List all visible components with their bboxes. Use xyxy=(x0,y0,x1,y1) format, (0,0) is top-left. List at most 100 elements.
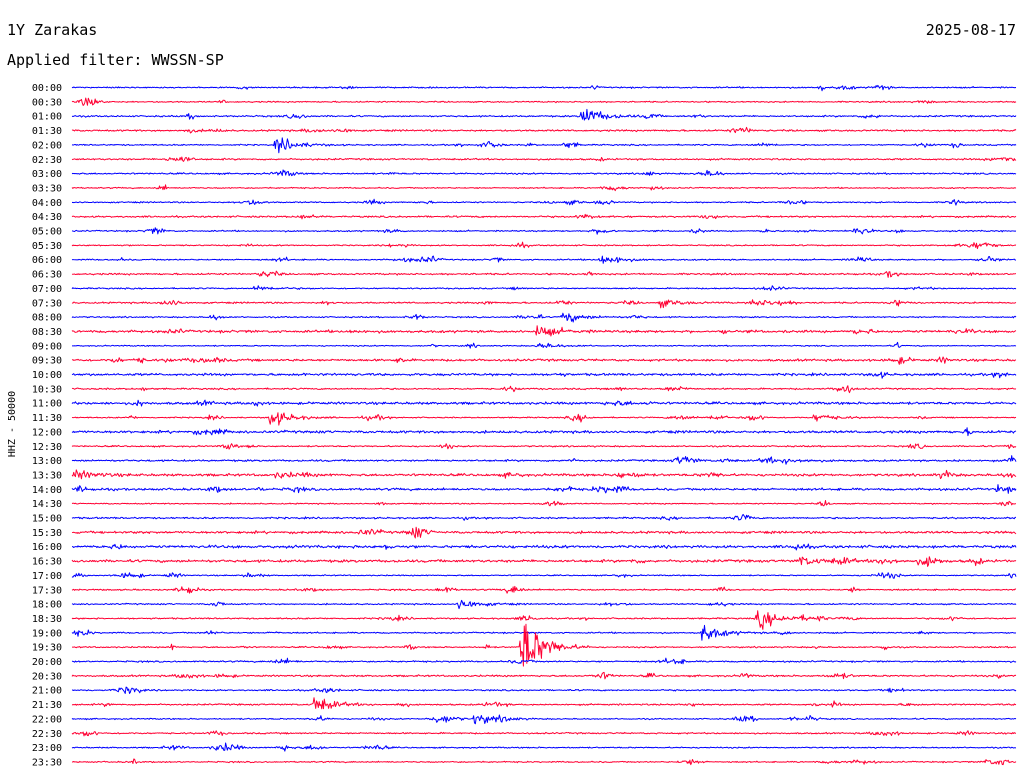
trace-row-1900 xyxy=(71,624,1017,641)
trace-row-2330 xyxy=(71,758,1017,766)
trace-row-0200 xyxy=(71,137,1017,154)
trace-row-2030 xyxy=(71,671,1017,680)
trace-row-0500 xyxy=(71,227,1017,235)
row-time-label: 14:00 xyxy=(32,485,62,496)
row-time-label: 23:00 xyxy=(32,743,62,754)
row-time-label: 07:30 xyxy=(32,298,62,309)
row-time-label: 18:30 xyxy=(32,614,62,625)
trace-row-0400 xyxy=(71,198,1017,206)
row-time-label: 14:30 xyxy=(32,499,62,510)
trace-row-1530 xyxy=(71,526,1017,539)
date-label: 2025-08-17 xyxy=(925,21,1016,39)
row-time-label: 23:30 xyxy=(32,757,62,768)
row-time-label: 21:00 xyxy=(32,686,62,697)
trace-row-1630 xyxy=(71,556,1017,567)
row-time-label: 03:30 xyxy=(32,183,62,194)
trace-row-0900 xyxy=(71,341,1017,349)
trace-row-0530 xyxy=(71,241,1017,250)
trace-row-2230 xyxy=(71,730,1017,737)
trace-row-2000 xyxy=(71,657,1017,665)
row-time-label: 02:00 xyxy=(32,140,62,151)
trace-row-0130 xyxy=(71,126,1017,134)
row-time-label: 06:00 xyxy=(32,255,62,266)
row-time-label: 09:00 xyxy=(32,341,62,352)
row-time-label: 20:00 xyxy=(32,657,62,668)
trace-row-0000 xyxy=(71,84,1017,92)
row-time-label: 05:00 xyxy=(32,227,62,238)
row-time-label: 01:00 xyxy=(32,112,62,123)
row-time-labels: 00:00 00:30 01:00 01:30 02:00 02:30 03:00 03:30… xyxy=(32,83,62,768)
row-time-label: 18:00 xyxy=(32,600,62,611)
trace-row-1430 xyxy=(71,500,1017,507)
trace-row-0300 xyxy=(71,169,1017,177)
row-time-label: 00:30 xyxy=(32,97,62,108)
row-time-label: 01:30 xyxy=(32,126,62,137)
trace-row-1600 xyxy=(71,543,1017,551)
row-time-label: 16:00 xyxy=(32,542,62,553)
row-time-label: 12:30 xyxy=(32,442,62,453)
row-time-label: 05:30 xyxy=(32,241,62,252)
row-time-label: 06:30 xyxy=(32,270,62,281)
trace-row-1000 xyxy=(71,371,1017,379)
row-time-label: 19:30 xyxy=(32,643,62,654)
row-time-label: 10:00 xyxy=(32,370,62,381)
trace-row-2300 xyxy=(71,742,1017,752)
station-title: 1Y Zarakas xyxy=(7,21,98,39)
trace-row-1130 xyxy=(71,412,1017,426)
row-time-label: 22:00 xyxy=(32,714,62,725)
trace-row-0030 xyxy=(71,97,1017,106)
trace-row-0430 xyxy=(71,213,1017,220)
trace-row-0230 xyxy=(71,156,1017,162)
trace-row-0330 xyxy=(71,184,1017,192)
row-time-label: 07:00 xyxy=(32,284,62,295)
trace-row-1400 xyxy=(71,484,1017,494)
trace-row-1830 xyxy=(71,610,1017,630)
row-time-label: 04:00 xyxy=(32,198,62,209)
trace-row-1700 xyxy=(71,572,1017,579)
row-time-label: 21:30 xyxy=(32,700,62,711)
filter-label: Applied filter: WWSSN-SP xyxy=(7,51,224,69)
trace-row-0730 xyxy=(71,299,1017,309)
trace-row-0600 xyxy=(71,255,1017,264)
row-time-label: 04:30 xyxy=(32,212,62,223)
row-time-label: 08:00 xyxy=(32,313,62,324)
trace-row-0100 xyxy=(71,108,1017,121)
row-time-label: 10:30 xyxy=(32,384,62,395)
row-time-label: 03:00 xyxy=(32,169,62,180)
row-time-label: 02:30 xyxy=(32,155,62,166)
row-time-label: 00:00 xyxy=(32,83,62,94)
row-time-label: 15:30 xyxy=(32,528,62,539)
trace-row-1730 xyxy=(71,585,1017,594)
trace-row-1930 xyxy=(71,623,1017,667)
trace-row-1030 xyxy=(71,385,1017,394)
trace-row-1230 xyxy=(71,443,1017,450)
trace-row-1100 xyxy=(71,399,1017,407)
trace-row-1500 xyxy=(71,513,1017,521)
trace-row-2130 xyxy=(71,697,1017,710)
row-time-label: 09:30 xyxy=(32,356,62,367)
trace-row-0700 xyxy=(71,285,1017,291)
trace-row-1330 xyxy=(71,469,1017,480)
row-time-label: 11:00 xyxy=(32,399,62,410)
trace-row-0930 xyxy=(71,356,1017,365)
row-time-label: 19:00 xyxy=(32,628,62,639)
row-time-label: 15:00 xyxy=(32,514,62,525)
trace-row-0830 xyxy=(71,325,1017,337)
y-axis-label: HHZ - 50000 xyxy=(7,391,18,457)
row-time-label: 08:30 xyxy=(32,327,62,338)
seismic-traces xyxy=(71,84,1017,766)
row-time-label: 22:30 xyxy=(32,729,62,740)
trace-row-2200 xyxy=(71,714,1017,725)
row-time-label: 13:30 xyxy=(32,470,62,481)
trace-row-0630 xyxy=(71,270,1017,278)
trace-row-1300 xyxy=(71,455,1017,465)
row-time-label: 12:00 xyxy=(32,427,62,438)
row-time-label: 20:30 xyxy=(32,671,62,682)
trace-row-2100 xyxy=(71,686,1017,694)
row-time-label: 17:00 xyxy=(32,571,62,582)
trace-row-1800 xyxy=(71,599,1017,610)
trace-row-1200 xyxy=(71,427,1017,437)
trace-row-0800 xyxy=(71,312,1017,323)
row-time-label: 11:30 xyxy=(32,413,62,424)
